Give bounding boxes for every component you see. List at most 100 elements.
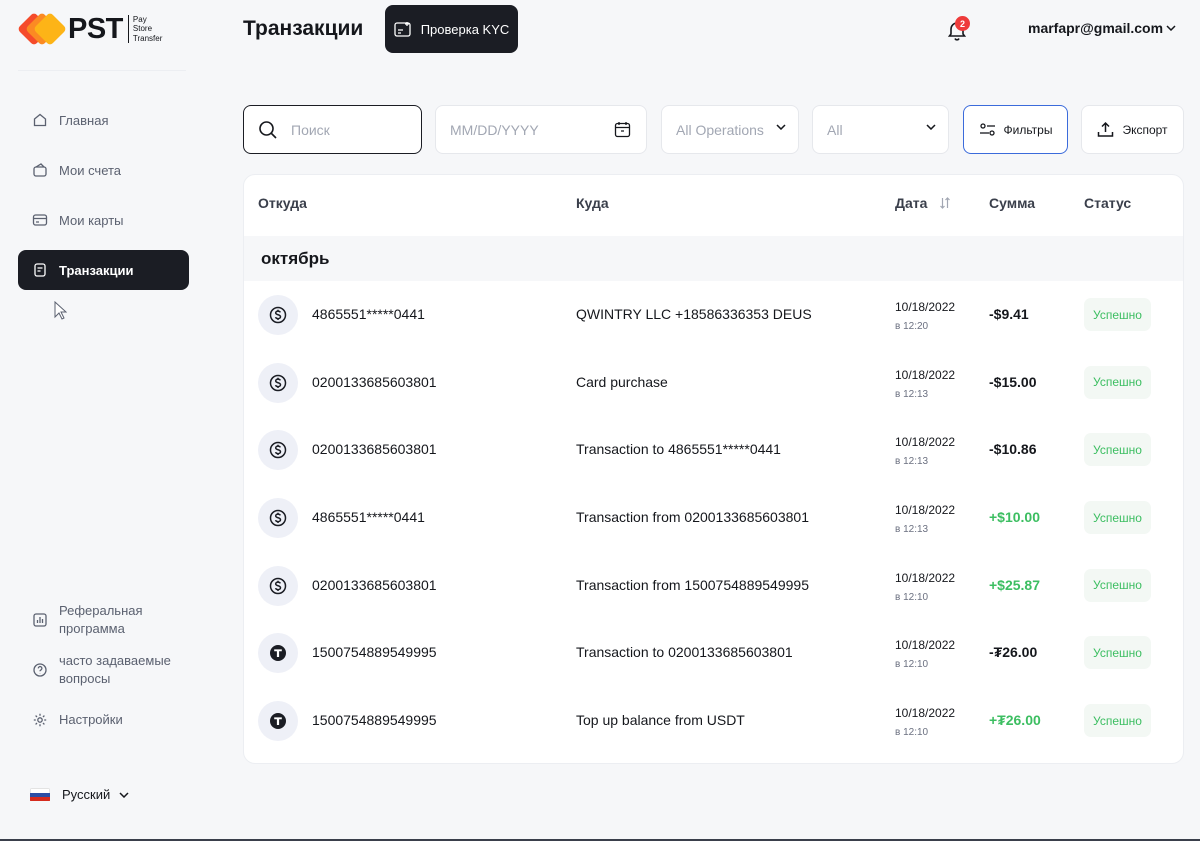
cell-amount: -$15.00 bbox=[989, 373, 1037, 390]
date-picker[interactable] bbox=[435, 105, 647, 154]
kyc-button-label: Проверка KYC bbox=[420, 21, 510, 37]
column-header-date[interactable]: Дата bbox=[895, 195, 951, 211]
cell-from: 0200133685603801 bbox=[312, 576, 437, 593]
cell-to: QWINTRY LLC +18586336353 DEUS bbox=[576, 306, 812, 322]
sidebar-item-transactions[interactable]: Транзакции bbox=[18, 250, 189, 290]
dollar-coin-icon bbox=[258, 295, 298, 335]
column-header-amount[interactable]: Сумма bbox=[989, 195, 1036, 211]
cell-date: 10/18/2022 в 12:10 bbox=[895, 703, 955, 743]
cell-date: 10/18/2022 в 12:13 bbox=[895, 365, 955, 405]
cell-to: Transaction to 4865551*****0441 bbox=[576, 441, 781, 458]
sidebar: PST Pay Store Transfer Главная Мои счета… bbox=[0, 0, 205, 841]
cell-amount: -$9.41 bbox=[989, 306, 1029, 322]
cell-time: в 12:10 bbox=[895, 727, 929, 739]
cell-from: 1500754889549995 bbox=[312, 644, 437, 661]
brand-name: PST bbox=[68, 13, 123, 45]
filters-button-label: Фильтры bbox=[1003, 122, 1053, 137]
status-badge: Успешно bbox=[1084, 365, 1151, 399]
chart-icon bbox=[33, 613, 47, 627]
chevron-down-icon bbox=[776, 124, 786, 130]
column-header-status[interactable]: Статус bbox=[1084, 195, 1132, 211]
cell-from: 0200133685603801 bbox=[312, 373, 437, 390]
status-badge: Успешно bbox=[1084, 704, 1151, 738]
cell-time: в 12:10 bbox=[895, 659, 929, 671]
table-row[interactable]: 0200133685603801 Transaction from 1500754… bbox=[244, 552, 1183, 620]
search-icon bbox=[259, 120, 277, 139]
cell-amount: +₮26.00 bbox=[989, 712, 1041, 729]
table-row[interactable]: 4865551*****0441 QWINTRY LLC +18586336353… bbox=[244, 281, 1183, 349]
brand-logo[interactable]: PST Pay Store Transfer bbox=[17, 12, 163, 46]
date-input[interactable] bbox=[450, 121, 600, 138]
logo-mark-icon bbox=[17, 12, 70, 46]
sidebar-item-faq[interactable]: часто задаваемые вопросы bbox=[18, 650, 189, 690]
russia-flag-icon bbox=[30, 787, 50, 802]
receipt-icon bbox=[34, 263, 46, 277]
export-button-label: Экспорт bbox=[1122, 122, 1168, 137]
column-header-from[interactable]: Откуда bbox=[258, 195, 307, 211]
chevron-down-icon bbox=[119, 791, 129, 798]
dollar-coin-icon bbox=[258, 565, 298, 606]
sidebar-item-referral[interactable]: Реферальная программа bbox=[18, 600, 189, 640]
cell-to: Transaction from 0200133685603801 bbox=[576, 509, 809, 526]
table-row[interactable]: 1500754889549995 Transaction to 020013368… bbox=[244, 619, 1183, 687]
tether-coin-icon bbox=[258, 701, 298, 742]
chevron-down-icon bbox=[926, 124, 936, 130]
table-row[interactable]: 4865551*****0441 Transaction from 0200133… bbox=[244, 484, 1183, 552]
cell-date: 10/18/2022 в 12:20 bbox=[895, 297, 955, 337]
brand-tagline: Pay Store Transfer bbox=[132, 14, 163, 43]
column-header-to[interactable]: Куда bbox=[576, 195, 609, 211]
status-badge: Успешно bbox=[1084, 501, 1151, 535]
home-icon bbox=[33, 113, 47, 127]
filters-button[interactable]: Фильтры bbox=[963, 105, 1068, 154]
month-group-header: октябрь bbox=[244, 236, 1183, 281]
sidebar-item-settings[interactable]: Настройки bbox=[18, 700, 189, 740]
dollar-coin-icon bbox=[258, 362, 298, 403]
status-badge: Успешно bbox=[1084, 298, 1151, 331]
wallet-icon bbox=[33, 163, 47, 177]
sidebar-item-accounts[interactable]: Мои счета bbox=[18, 150, 189, 190]
search-input[interactable] bbox=[291, 121, 401, 138]
user-menu[interactable]: marfapr@gmail.com bbox=[1028, 20, 1176, 36]
operations-select[interactable]: All Operations bbox=[661, 105, 799, 154]
cell-date: 10/18/2022 в 12:13 bbox=[895, 500, 955, 540]
calendar-icon[interactable] bbox=[614, 121, 631, 138]
cell-from: 4865551*****0441 bbox=[312, 306, 425, 322]
cell-to: Card purchase bbox=[576, 373, 668, 390]
sidebar-item-label: Реферальная программа bbox=[59, 603, 143, 636]
cell-to: Transaction from 1500754889549995 bbox=[576, 576, 809, 593]
language-selector[interactable]: Русский bbox=[30, 787, 129, 802]
sidebar-item-label: Транзакции bbox=[59, 262, 134, 278]
dollar-coin-icon bbox=[258, 498, 298, 539]
sort-icon[interactable] bbox=[939, 197, 951, 209]
search-box[interactable] bbox=[243, 105, 422, 154]
table-row[interactable]: 0200133685603801 Transaction to 4865551**… bbox=[244, 416, 1183, 484]
status-badge: Успешно bbox=[1084, 433, 1151, 467]
cell-amount: +$25.87 bbox=[989, 576, 1040, 593]
cell-amount: -₮26.00 bbox=[989, 644, 1038, 661]
gear-icon bbox=[33, 713, 47, 727]
upload-icon bbox=[1098, 121, 1114, 137]
divider bbox=[18, 70, 186, 71]
sidebar-item-label: часто задаваемые вопросы bbox=[59, 653, 171, 686]
main-nav: Главная Мои счета Мои карты Транзакции bbox=[18, 100, 189, 300]
sidebar-item-cards[interactable]: Мои карты bbox=[18, 200, 189, 240]
export-button[interactable]: Экспорт bbox=[1081, 105, 1184, 154]
cell-to: Transaction to 0200133685603801 bbox=[576, 644, 793, 661]
table-row[interactable]: 1500754889549995 Top up balance from USDT… bbox=[244, 687, 1183, 755]
cell-from: 1500754889549995 bbox=[312, 712, 437, 729]
filter-sliders-icon bbox=[979, 123, 995, 136]
cell-time: в 12:13 bbox=[895, 524, 929, 536]
sidebar-item-label: Настройки bbox=[59, 712, 123, 727]
table-row[interactable]: 0200133685603801 Card purchase 10/18/2022 в… bbox=[244, 349, 1183, 417]
status-select-value: All bbox=[827, 121, 843, 138]
chevron-down-icon bbox=[1166, 25, 1176, 31]
table-body: 4865551*****0441 QWINTRY LLC +18586336353… bbox=[244, 281, 1183, 755]
divider bbox=[0, 839, 1200, 841]
status-select[interactable]: All bbox=[812, 105, 949, 154]
cell-date: 10/18/2022 в 12:10 bbox=[895, 635, 955, 675]
cell-time: в 12:13 bbox=[895, 388, 929, 400]
kyc-verification-button[interactable]: Проверка KYC bbox=[385, 5, 518, 53]
sidebar-item-home[interactable]: Главная bbox=[18, 100, 189, 140]
cell-time: в 12:20 bbox=[895, 321, 929, 332]
mouse-cursor-icon bbox=[54, 301, 67, 320]
